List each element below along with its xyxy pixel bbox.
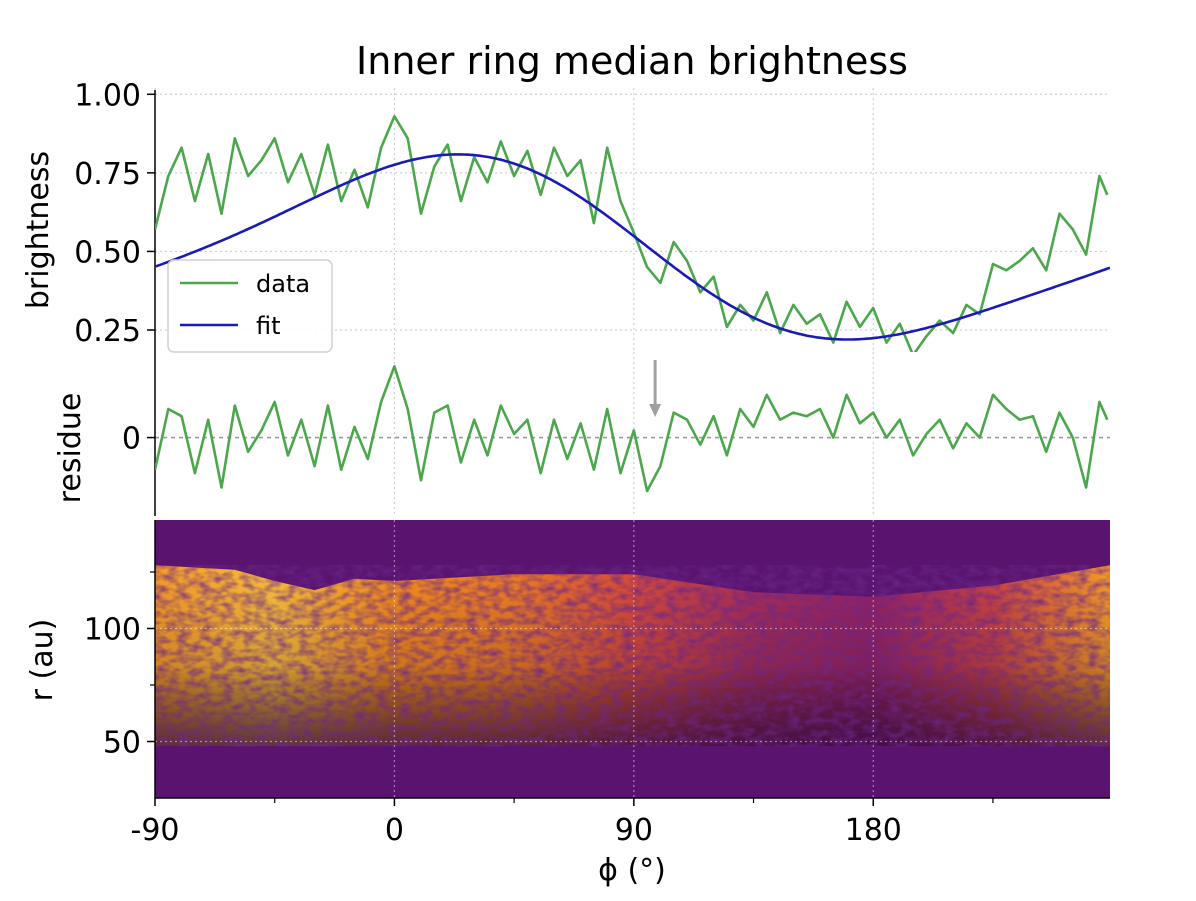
ring-speckle (155, 565, 1110, 747)
brightness-panel: 0.25 0.50 0.75 1.00 brightness data fit (21, 78, 1110, 353)
fit-series-line (155, 153, 1110, 341)
radius-heatmap-panel: 50 100 r (au) -90 0 90 180 (25, 520, 1110, 848)
y-tick-label: 50 (103, 725, 141, 760)
y-tick-label: 100 (84, 612, 141, 647)
residue-series-line (155, 364, 1109, 493)
y-tick-label: 0.75 (74, 157, 141, 192)
data-series-line (155, 115, 1109, 352)
chart-title: Inner ring median brightness (356, 39, 908, 83)
y-tick-label: 0 (122, 422, 141, 457)
legend-label-data: data (256, 270, 310, 298)
y-tick-label: 0.25 (74, 314, 141, 349)
arrow-head (649, 404, 662, 417)
x-tick-label: 0 (385, 813, 404, 848)
arrow-annotation (649, 360, 662, 417)
legend: data fit (167, 259, 333, 353)
x-tick-label: -90 (131, 813, 180, 848)
x-axis-label: ϕ (°) (598, 853, 666, 888)
legend-label-fit: fit (256, 312, 281, 340)
residue-panel: 0 residue (53, 352, 1110, 516)
y-axis-label: r (au) (25, 619, 60, 702)
y-axis-label: residue (53, 393, 88, 504)
ring-band (155, 565, 1110, 747)
x-tick-label: 90 (615, 813, 653, 848)
x-tick-label: 180 (845, 813, 902, 848)
y-tick-label: 1.00 (74, 78, 141, 113)
y-tick-label: 0.50 (74, 235, 141, 270)
y-axis-label: brightness (21, 151, 56, 309)
